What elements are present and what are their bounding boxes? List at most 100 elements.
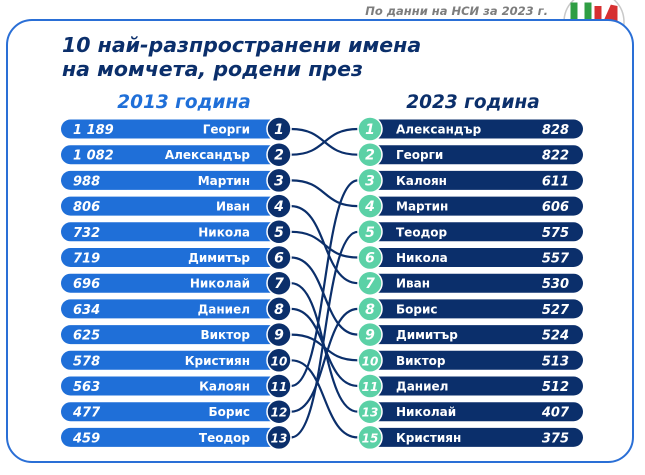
left-rank-2: 2 bbox=[274, 148, 284, 164]
right-rank-9: 9 bbox=[365, 328, 375, 344]
left-rank-3: 3 bbox=[274, 173, 284, 189]
left-name-8: Даниел bbox=[198, 302, 250, 316]
right-name-5: Теодор bbox=[396, 225, 448, 239]
right-rank-circle-13 bbox=[357, 424, 383, 451]
left-name-7: Николай bbox=[190, 277, 250, 291]
right-bar-13 bbox=[361, 427, 583, 447]
right-bar-6 bbox=[361, 248, 583, 267]
left-rank-5: 5 bbox=[274, 225, 284, 241]
right-count-10: 513 bbox=[542, 354, 569, 369]
left-rank-circle-10 bbox=[266, 347, 292, 374]
left-count-10: 578 bbox=[73, 354, 100, 369]
right-name-7: Иван bbox=[396, 277, 430, 291]
right-rank-11: 11 bbox=[362, 380, 379, 394]
left-rank-4: 4 bbox=[273, 199, 284, 215]
year-label-2023: 2023 година bbox=[406, 92, 540, 113]
right-count-4: 606 bbox=[542, 200, 569, 215]
left-rank-11: 11 bbox=[271, 380, 288, 394]
left-name-9: Виктор bbox=[201, 328, 251, 342]
left-rank-10: 10 bbox=[271, 354, 288, 368]
connector-2 bbox=[290, 127, 359, 156]
right-rank-circle-7 bbox=[357, 270, 383, 296]
right-rank-circle-10 bbox=[357, 347, 383, 374]
left-bar-13 bbox=[61, 427, 286, 447]
right-rank-circle-8 bbox=[357, 296, 383, 322]
right-rank-7: 7 bbox=[365, 276, 375, 292]
right-count-9: 524 bbox=[542, 329, 569, 344]
connector-12 bbox=[290, 307, 359, 413]
right-count-1: 828 bbox=[542, 123, 569, 138]
left-name-5: Никола bbox=[198, 225, 250, 239]
title-line-1: 10 най-разпространени имена bbox=[62, 33, 422, 57]
left-count-3: 988 bbox=[73, 174, 100, 189]
connector-3 bbox=[290, 179, 359, 208]
right-bar-8 bbox=[361, 299, 583, 319]
connector-5 bbox=[290, 230, 359, 259]
connector-10 bbox=[290, 359, 359, 439]
connectors-layer bbox=[290, 127, 359, 439]
left-rank-circle-12 bbox=[266, 398, 292, 425]
title-line-2: на момчета, родени през bbox=[62, 57, 363, 81]
right-rank-circle-11 bbox=[357, 373, 383, 399]
left-rank-circle-1 bbox=[266, 116, 292, 142]
right-count-3: 611 bbox=[542, 174, 569, 189]
right-bar-1 bbox=[361, 119, 583, 139]
right-rank-circle-4 bbox=[357, 193, 383, 219]
connector-11 bbox=[290, 179, 359, 388]
left-count-11: 563 bbox=[73, 380, 100, 395]
right-name-8: Борис bbox=[396, 302, 438, 316]
left-name-4: Иван bbox=[216, 200, 250, 214]
right-count-6: 557 bbox=[542, 252, 570, 267]
left-bar-11 bbox=[61, 376, 286, 396]
right-count-2: 822 bbox=[542, 149, 569, 164]
right-rank-3: 3 bbox=[365, 173, 375, 189]
left-name-10: Кристиян bbox=[185, 354, 250, 368]
right-count-13: 375 bbox=[542, 431, 569, 446]
left-count-12: 477 bbox=[72, 406, 101, 421]
right-name-12: Николай bbox=[396, 405, 456, 419]
right-bar-9 bbox=[361, 325, 583, 345]
left-rank-circle-4 bbox=[266, 193, 292, 219]
right-name-13: Кристиян bbox=[396, 431, 461, 445]
right-rank-6: 6 bbox=[365, 251, 375, 267]
left-name-11: Калоян bbox=[199, 380, 250, 394]
right-rank-12: 13 bbox=[362, 406, 379, 420]
left-bar-4 bbox=[61, 196, 286, 216]
connector-9 bbox=[290, 333, 359, 362]
left-count-2: 1 082 bbox=[73, 149, 114, 164]
right-rank-2: 2 bbox=[365, 148, 375, 164]
right-bar-3 bbox=[361, 170, 583, 190]
right-rank-circle-12 bbox=[357, 398, 383, 425]
right-name-11: Даниел bbox=[396, 380, 448, 394]
left-count-8: 634 bbox=[73, 303, 100, 318]
left-rank-7: 7 bbox=[274, 276, 284, 292]
right-bar-7 bbox=[361, 273, 583, 293]
right-rank-circle-9 bbox=[357, 321, 383, 348]
right-rank-circle-2 bbox=[357, 141, 383, 168]
right-rank-10: 10 bbox=[362, 354, 379, 368]
source-note: По данни на НСИ за 2023 г. bbox=[365, 4, 548, 18]
right-rank-4: 4 bbox=[364, 199, 375, 215]
left-bar-12 bbox=[61, 402, 286, 422]
right-rank-circle-5 bbox=[357, 219, 383, 245]
left-rank-circle-11 bbox=[266, 373, 292, 399]
left-bar-6 bbox=[61, 248, 286, 267]
left-rank-12: 12 bbox=[271, 406, 288, 420]
left-name-6: Димитър bbox=[188, 251, 250, 265]
left-name-2: Александър bbox=[165, 148, 251, 162]
right-rank-circle-1 bbox=[357, 116, 383, 142]
left-count-1: 1 189 bbox=[73, 123, 114, 138]
year-label-2013: 2013 година bbox=[117, 92, 251, 113]
left-rank-circle-13 bbox=[266, 424, 292, 451]
connector-6 bbox=[290, 256, 359, 336]
left-rank-circle-7 bbox=[266, 270, 292, 296]
left-rank-circle-8 bbox=[266, 296, 292, 322]
right-count-7: 530 bbox=[542, 277, 569, 292]
left-count-6: 719 bbox=[73, 252, 100, 267]
left-name-1: Георги bbox=[203, 123, 250, 137]
left-count-5: 732 bbox=[73, 226, 100, 241]
left-name-12: Борис bbox=[208, 405, 250, 419]
right-rank-circle-6 bbox=[357, 244, 383, 271]
right-name-10: Виктор bbox=[396, 354, 446, 368]
